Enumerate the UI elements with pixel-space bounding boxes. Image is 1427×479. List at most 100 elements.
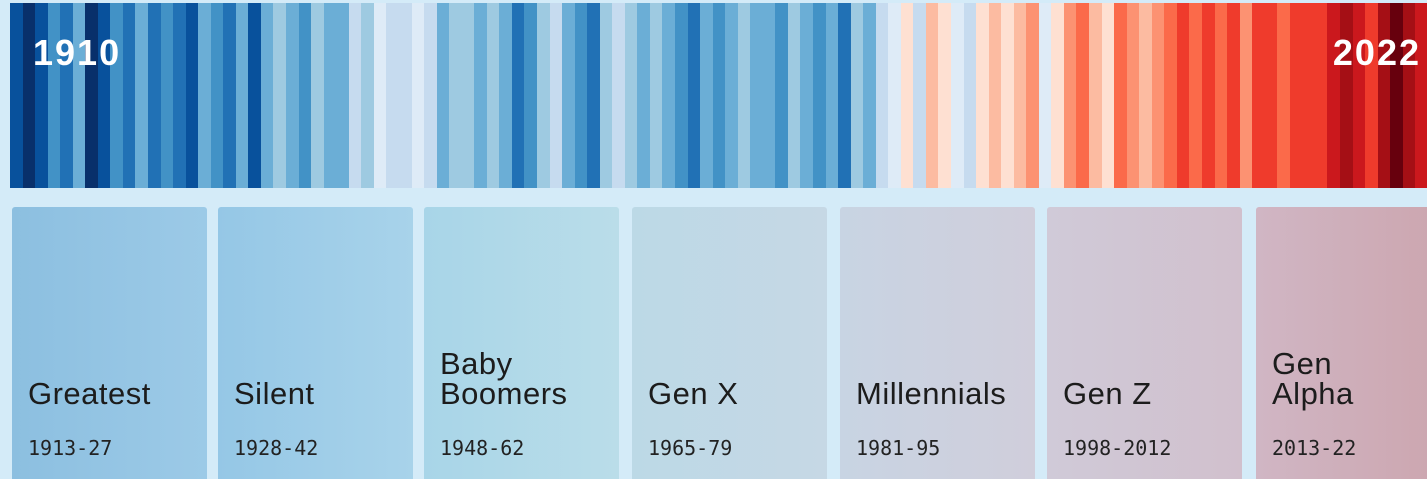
stripe [712, 3, 726, 188]
stripe [1189, 3, 1202, 188]
stripe [499, 3, 512, 188]
stripe [286, 3, 299, 188]
stripe [1013, 3, 1027, 188]
stripe [549, 3, 563, 188]
stripe [486, 3, 500, 188]
stripe [97, 3, 111, 188]
stripe [1377, 3, 1391, 188]
generation-name: Millennials [856, 376, 1007, 411]
generation-name: Gen X [648, 376, 739, 411]
stripe [1089, 3, 1102, 188]
generation-card: Greatest 1913-27 [12, 207, 207, 479]
stripe [725, 3, 738, 188]
generation-card: Gen X 1965-79 [632, 207, 827, 479]
stripe [1402, 3, 1416, 188]
stripe [850, 3, 864, 188]
stripe [72, 3, 86, 188]
stripe [60, 3, 73, 188]
stripe [1352, 3, 1366, 188]
generation-years: 2013-22 [1272, 436, 1357, 460]
generation-name: Gen Alpha [1272, 346, 1354, 411]
stripe [210, 3, 224, 188]
stripe [875, 3, 889, 188]
stripe [1314, 3, 1328, 188]
stripe [474, 3, 487, 188]
end-year: 2022 [1332, 32, 1421, 73]
stripe [825, 3, 839, 188]
stripe [449, 3, 462, 188]
stripe [424, 3, 437, 188]
generation-years: 1928-42 [234, 436, 319, 460]
stripe [22, 3, 36, 188]
stripe [1063, 3, 1077, 188]
stripe [775, 3, 788, 188]
stripe [336, 3, 349, 188]
stripe [1114, 3, 1127, 188]
stripe [1214, 3, 1228, 188]
stripe [737, 3, 751, 188]
stripe [674, 3, 688, 188]
stripe [787, 3, 801, 188]
generation-years: 1948-62 [440, 436, 525, 460]
stripe [223, 3, 236, 188]
stripe [1164, 3, 1177, 188]
stripe [298, 3, 312, 188]
stripe [524, 3, 537, 188]
name-line: Boomers [440, 376, 568, 411]
stripe [599, 3, 613, 188]
stripe [1139, 3, 1152, 188]
stripe [637, 3, 650, 188]
start-year: 1910 [33, 32, 122, 73]
stripe [311, 3, 324, 188]
stripe [1289, 3, 1303, 188]
stripe [511, 3, 525, 188]
name-line: Millennials [856, 376, 1007, 411]
stripe [323, 3, 337, 188]
name-line: Alpha [1272, 376, 1354, 411]
stripe [398, 3, 412, 188]
stripe [135, 3, 149, 188]
stripe [260, 3, 274, 188]
stripe [562, 3, 575, 188]
name-line: Gen Z [1063, 376, 1152, 411]
name-line: Gen [1272, 346, 1333, 381]
generation-name: Baby Boomers [440, 346, 568, 411]
stripe [1051, 3, 1064, 188]
stripe [1101, 3, 1115, 188]
stripe [800, 3, 813, 188]
stripe [938, 3, 952, 188]
stripe [1277, 3, 1290, 188]
stripe [624, 3, 638, 188]
stripe [700, 3, 713, 188]
stripe [10, 3, 23, 188]
stripe [1001, 3, 1014, 188]
stripe [1201, 3, 1215, 188]
stripe [662, 3, 675, 188]
stripe [35, 3, 48, 188]
stripe [687, 3, 701, 188]
stripe [122, 3, 136, 188]
stripe [160, 3, 174, 188]
stripe [47, 3, 61, 188]
stripe [1390, 3, 1403, 188]
stripe [925, 3, 939, 188]
name-line: Greatest [28, 376, 151, 411]
stripe [1264, 3, 1278, 188]
stripe [1415, 3, 1427, 188]
name-line: Gen X [648, 376, 739, 411]
generation-name: Gen Z [1063, 376, 1152, 411]
stripe [750, 3, 763, 188]
stripe [649, 3, 663, 188]
stripe [612, 3, 625, 188]
name-line: Baby [440, 346, 513, 381]
stripe [436, 3, 450, 188]
warming-stripes [10, 3, 1427, 188]
stripe [813, 3, 826, 188]
stripe [85, 3, 98, 188]
stripe [1365, 3, 1378, 188]
generation-years: 1981-95 [856, 436, 941, 460]
generation-card: Gen Z 1998-2012 [1047, 207, 1242, 479]
stripe [1327, 3, 1340, 188]
stripe [587, 3, 600, 188]
generation-card: Millennials 1981-95 [840, 207, 1035, 479]
